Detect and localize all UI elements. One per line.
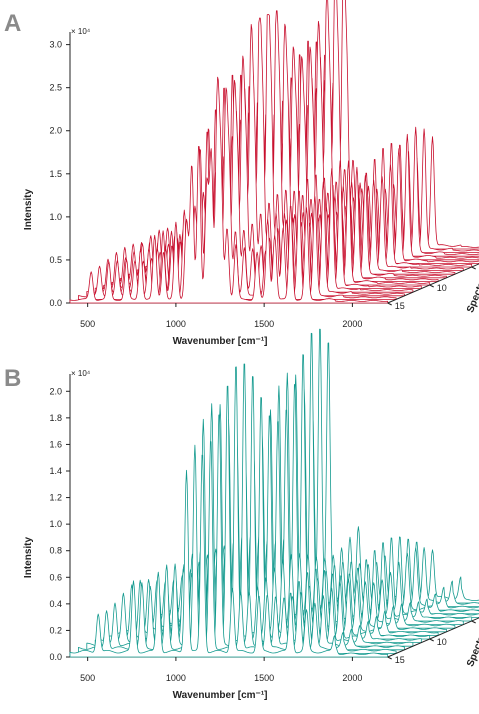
x-tick-label: 1500 [254, 319, 274, 329]
y-axis-title: Intensity [23, 189, 34, 231]
y-tick-label: 1.8 [49, 413, 62, 423]
z-axis-line [387, 617, 479, 658]
x-axis-title: Wavenumber [cm⁻¹] [173, 690, 268, 701]
y-tick-label: 0.2 [49, 625, 62, 635]
x-tick-label: 2000 [342, 319, 362, 329]
y-tick-label: 2.0 [49, 386, 62, 396]
y-multiplier-label: × 10⁴ [71, 27, 91, 36]
y-tick-label: 1.6 [49, 439, 62, 449]
z-tick-mark [387, 302, 392, 306]
z-tick-mark [471, 620, 476, 624]
y-tick-label: 0.6 [49, 572, 62, 582]
x-axis-title: Wavenumber [cm⁻¹] [173, 336, 268, 347]
chart-panel-b: 051015Spectra no.500100015002000Wavenumb… [23, 328, 479, 701]
y-tick-label: 1.2 [49, 493, 62, 503]
y-tick-label: 1.5 [49, 169, 62, 179]
z-axis-title: Spectra no. [465, 614, 479, 669]
z-axis-title: Spectra no. [465, 260, 479, 315]
z-tick-label: 15 [395, 655, 405, 665]
x-tick-label: 2000 [342, 673, 362, 683]
z-tick-mark [471, 266, 476, 270]
x-tick-label: 1000 [166, 319, 186, 329]
x-tick-label: 500 [80, 319, 95, 329]
y-tick-label: 0.0 [49, 298, 62, 308]
y-tick-label: 0.8 [49, 546, 62, 556]
z-axis-line [387, 263, 479, 304]
y-tick-label: 1.0 [49, 212, 62, 222]
y-tick-label: 2.0 [49, 126, 62, 136]
y-tick-label: 2.5 [49, 83, 62, 93]
x-tick-label: 1000 [166, 673, 186, 683]
z-tick-label: 10 [437, 637, 447, 647]
spectrum-line-15 [69, 76, 389, 304]
y-tick-label: 1.4 [49, 466, 62, 476]
x-tick-label: 500 [80, 673, 95, 683]
x-tick-label: 1500 [254, 673, 274, 683]
y-tick-label: 1.0 [49, 519, 62, 529]
y-tick-label: 3.0 [49, 40, 62, 50]
y-axis-title: Intensity [23, 537, 34, 579]
y-multiplier-label: × 10⁴ [71, 369, 91, 378]
z-tick-mark [429, 284, 434, 288]
y-tick-label: 0.0 [49, 652, 62, 662]
y-tick-label: 0.4 [49, 599, 62, 609]
z-tick-mark [387, 656, 392, 660]
z-tick-label: 10 [437, 283, 447, 293]
panel-label-b: B [4, 365, 22, 392]
z-tick-label: 15 [395, 301, 405, 311]
spectrum-line-15 [69, 454, 389, 658]
y-tick-label: 0.5 [49, 255, 62, 265]
chart-panel-a: 051015Spectra no.500100015002000Wavenumb… [23, 0, 479, 347]
panel-label-a: A [4, 10, 22, 37]
z-tick-mark [429, 638, 434, 642]
